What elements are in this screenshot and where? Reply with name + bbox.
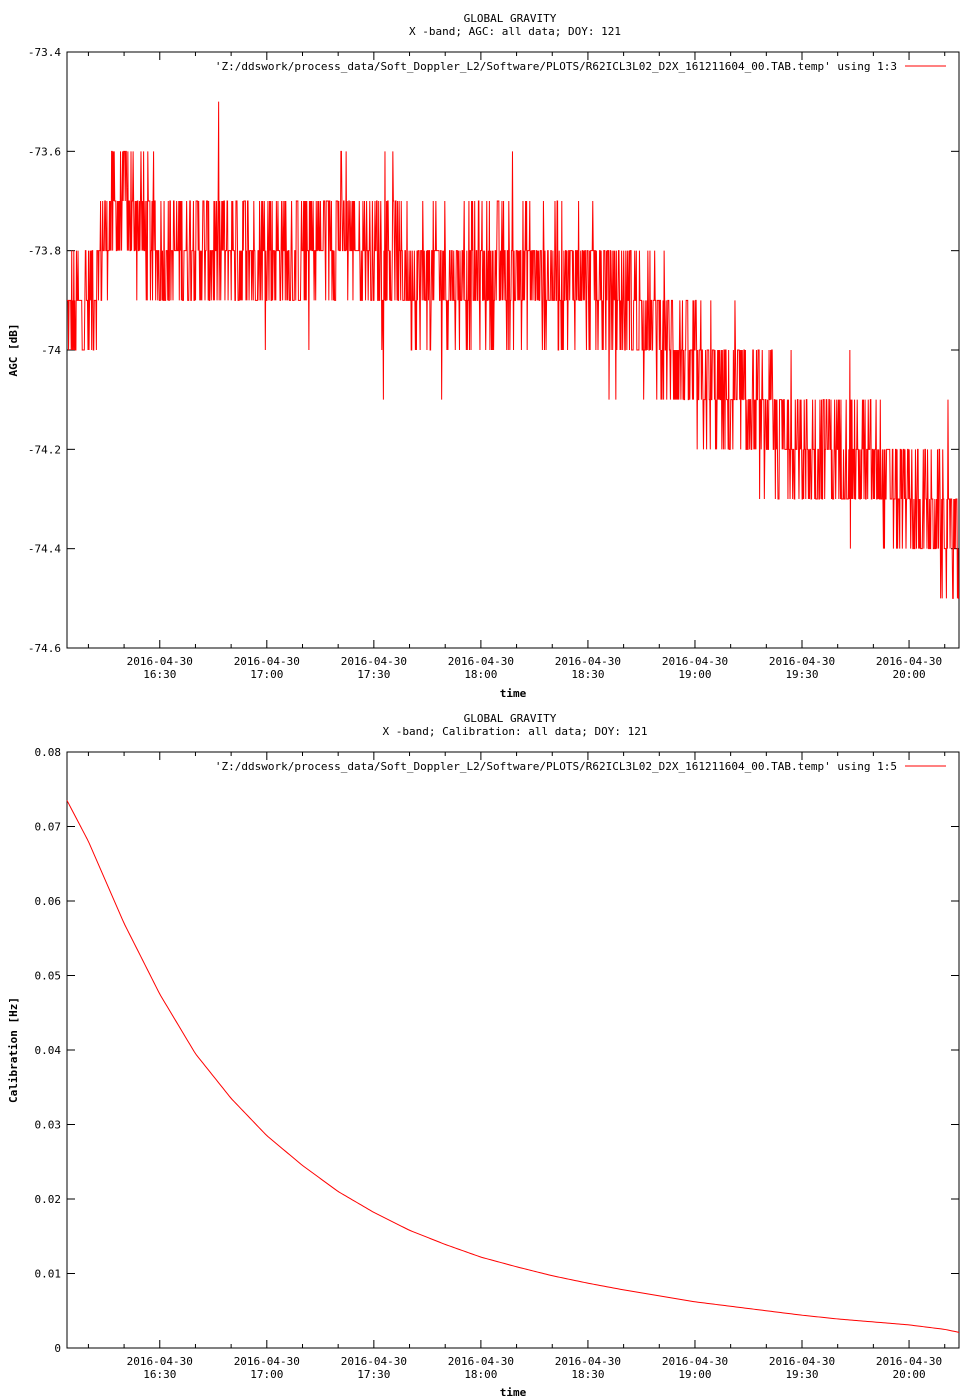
y-tick-label: -74.6 (28, 642, 61, 655)
chart-title-line1: GLOBAL GRAVITY (464, 12, 557, 25)
y-tick-label: 0 (54, 1342, 61, 1355)
x-tick-labels: 2016-04-3016:302016-04-3017:002016-04-30… (127, 1355, 943, 1381)
legend-label: 'Z:/ddswork/process_data/Soft_Doppler_L2… (215, 760, 897, 773)
y-tick-label: 0.06 (35, 895, 62, 908)
plot-frame (66, 751, 960, 1349)
series-layer (66, 800, 960, 1333)
x-tick-time-label: 18:30 (571, 668, 604, 681)
x-tick-time-label: 18:00 (464, 1368, 497, 1381)
y-tick-label: -74 (41, 344, 61, 357)
legend-label: 'Z:/ddswork/process_data/Soft_Doppler_L2… (215, 60, 897, 73)
tick-marks (67, 51, 959, 649)
chart-title-line2: X -band; AGC: all data; DOY: 121 (409, 25, 621, 38)
y-tick-label: -73.4 (28, 46, 61, 59)
x-tick-time-label: 17:30 (357, 1368, 390, 1381)
x-tick-date-label: 2016-04-30 (876, 655, 942, 668)
y-tick-label: 0.08 (35, 746, 62, 759)
x-tick-date-label: 2016-04-30 (234, 1355, 300, 1368)
x-tick-date-label: 2016-04-30 (876, 1355, 942, 1368)
y-tick-label: -73.6 (28, 145, 61, 158)
x-tick-date-label: 2016-04-30 (127, 655, 193, 668)
y-tick-label: -74.2 (28, 443, 61, 456)
y-tick-label: -73.8 (28, 245, 61, 258)
x-tick-time-label: 20:00 (892, 1368, 925, 1381)
x-tick-time-label: 18:00 (464, 668, 497, 681)
y-tick-label: 0.04 (35, 1044, 62, 1057)
agc-chart: GLOBAL GRAVITY X -band; AGC: all data; D… (7, 12, 960, 700)
y-tick-labels: 0.08 0.07 0.06 0.05 0.04 0.03 0.02 0.01 0 (35, 746, 62, 1355)
series-line (67, 101, 959, 599)
x-tick-date-label: 2016-04-30 (341, 655, 407, 668)
y-tick-label: 0.03 (35, 1119, 62, 1132)
x-tick-time-label: 19:00 (678, 1368, 711, 1381)
y-tick-label: 0.07 (35, 821, 62, 834)
plot-frame (66, 51, 960, 649)
x-axis-label: time (500, 1386, 527, 1399)
chart-title-line2: X -band; Calibration: all data; DOY: 121 (383, 725, 648, 738)
x-tick-date-label: 2016-04-30 (555, 655, 621, 668)
y-axis-label: Calibration [Hz] (7, 997, 20, 1103)
series-line (66, 800, 960, 1333)
x-tick-date-label: 2016-04-30 (662, 655, 728, 668)
x-tick-time-label: 19:30 (785, 1368, 818, 1381)
x-tick-time-label: 17:00 (250, 668, 283, 681)
x-tick-labels: 2016-04-3016:302016-04-3017:002016-04-30… (127, 655, 943, 681)
x-tick-time-label: 17:30 (357, 668, 390, 681)
x-tick-date-label: 2016-04-30 (448, 655, 514, 668)
x-tick-time-label: 16:30 (143, 1368, 176, 1381)
x-tick-date-label: 2016-04-30 (234, 655, 300, 668)
x-tick-date-label: 2016-04-30 (127, 1355, 193, 1368)
x-tick-date-label: 2016-04-30 (769, 1355, 835, 1368)
x-tick-date-label: 2016-04-30 (769, 655, 835, 668)
x-tick-time-label: 16:30 (143, 668, 176, 681)
x-tick-date-label: 2016-04-30 (555, 1355, 621, 1368)
x-tick-time-label: 19:00 (678, 668, 711, 681)
y-tick-labels: -73.4 -73.6 -73.8 -74 -74.2 -74.4 -74.6 (28, 46, 61, 655)
tick-marks (67, 751, 959, 1349)
y-axis-label: AGC [dB] (7, 324, 20, 377)
calibration-chart: GLOBAL GRAVITY X -band; Calibration: all… (7, 712, 960, 1399)
x-tick-date-label: 2016-04-30 (662, 1355, 728, 1368)
y-tick-label: 0.02 (35, 1193, 62, 1206)
x-tick-time-label: 19:30 (785, 668, 818, 681)
x-axis-label: time (500, 687, 527, 700)
series-layer (67, 101, 959, 599)
x-tick-date-label: 2016-04-30 (341, 1355, 407, 1368)
x-tick-time-label: 17:00 (250, 1368, 283, 1381)
x-tick-time-label: 20:00 (892, 668, 925, 681)
chart-title-line1: GLOBAL GRAVITY (464, 712, 557, 725)
x-tick-date-label: 2016-04-30 (448, 1355, 514, 1368)
x-tick-time-label: 18:30 (571, 1368, 604, 1381)
y-tick-label: -74.4 (28, 543, 61, 556)
y-tick-label: 0.05 (35, 970, 62, 983)
y-tick-label: 0.01 (35, 1268, 62, 1281)
